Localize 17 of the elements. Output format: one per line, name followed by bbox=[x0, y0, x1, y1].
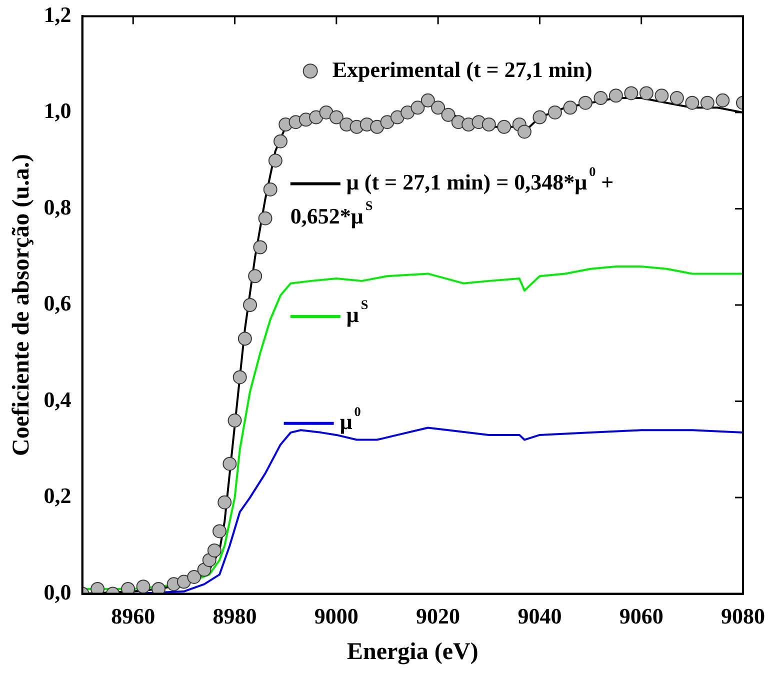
x-tick-label: 9020 bbox=[416, 604, 460, 629]
x-tick-label: 9080 bbox=[721, 604, 765, 629]
y-axis-title: Coeficiente de absorção (u.a.) bbox=[8, 154, 35, 456]
x-tick-label: 8960 bbox=[111, 604, 156, 629]
y-tick-label: 0,4 bbox=[44, 386, 72, 412]
y-tick-label: 0,8 bbox=[44, 194, 72, 220]
y-tick-label: 0,0 bbox=[44, 579, 72, 604]
x-tick-label: 9000 bbox=[314, 604, 358, 629]
x-tick-label: 9040 bbox=[518, 604, 562, 629]
legend-label: Experimental (t = 27,1 min) bbox=[332, 56, 592, 82]
y-tick-label: 0,6 bbox=[44, 290, 72, 316]
x-axis-title: Energia (eV) bbox=[347, 638, 478, 665]
x-tick-label: 9060 bbox=[619, 604, 664, 629]
y-tick-label: 0,2 bbox=[44, 483, 72, 508]
x-tick-label: 8980 bbox=[212, 604, 257, 629]
y-tick-label: 1,2 bbox=[44, 2, 72, 27]
y-tick-label: 1,0 bbox=[44, 98, 72, 124]
